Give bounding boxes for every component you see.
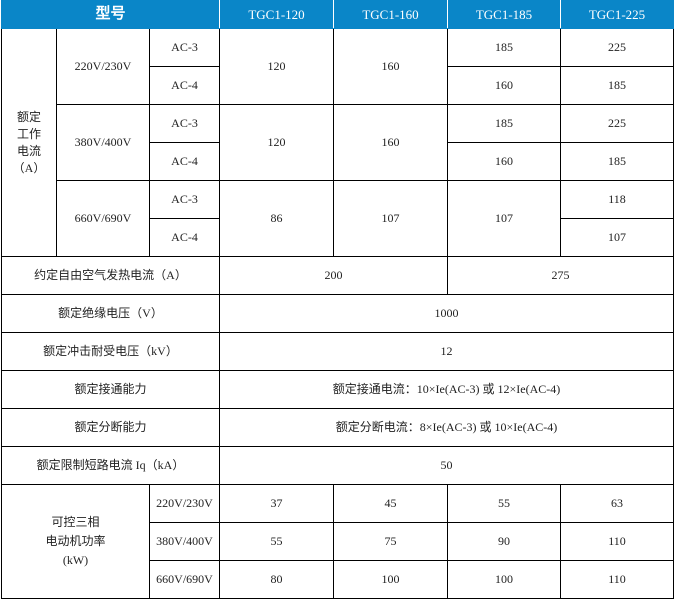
table-row: 380V/400V AC-3 120 160 185 225 xyxy=(2,104,674,181)
row-label: 额定分断能力 xyxy=(1,408,220,447)
value-cell: 55 xyxy=(447,484,561,523)
value-cell: 185 xyxy=(560,66,674,105)
value-cell: 225 xyxy=(560,28,674,67)
value-cell: 120 xyxy=(219,28,334,105)
voltage-cell: 660V/690V xyxy=(56,180,150,257)
voltage-cell: 380V/400V xyxy=(56,104,150,181)
value-cell: 110 xyxy=(560,522,674,561)
value-cell: 275 xyxy=(447,256,674,295)
motor-power-label: 可控三相 电动机功率 (kW) xyxy=(1,484,150,599)
header-row: 型号 TGC1-120 TGC1-160 TGC1-185 TGC1-225 xyxy=(1,0,674,29)
value-cell: 160 xyxy=(447,142,561,181)
value-cell: 额定分断电流：8×Ie(AC-3) 或 10×Ie(AC-4) xyxy=(219,408,674,447)
voltage-cell: 220V/230V xyxy=(149,484,220,523)
value-cell: 45 xyxy=(333,484,448,523)
category-cell: AC-4 xyxy=(149,66,220,105)
row-label: 额定绝缘电压（V） xyxy=(1,294,220,333)
value-cell: 120 xyxy=(219,104,334,181)
value-cell: 80 xyxy=(219,560,334,599)
table-row: 额定接通能力 额定接通电流：10×Ie(AC-3) 或 12×Ie(AC-4) xyxy=(1,370,674,409)
value-cell: 75 xyxy=(333,522,448,561)
value-cell: 37 xyxy=(219,484,334,523)
value-cell: 63 xyxy=(560,484,674,523)
value-cell: 50 xyxy=(219,446,674,485)
value-cell: 200 xyxy=(219,256,448,295)
model-header: TGC1-185 xyxy=(447,0,561,29)
value-cell: 160 xyxy=(333,28,448,105)
value-cell: 185 xyxy=(447,28,561,67)
table-row: AC-4 160 185 xyxy=(2,142,674,181)
value-cell: 107 xyxy=(333,180,448,257)
voltage-cell: 660V/690V xyxy=(149,560,220,599)
value-cell: 118 xyxy=(560,180,674,219)
model-header: TGC1-120 xyxy=(219,0,334,29)
value-cell: 107 xyxy=(560,218,674,257)
row-label: 额定冲击耐受电压（kV） xyxy=(1,332,220,371)
category-cell: AC-3 xyxy=(149,104,220,143)
value-cell: 额定接通电流：10×Ie(AC-3) 或 12×Ie(AC-4) xyxy=(219,370,674,409)
value-cell: 86 xyxy=(219,180,334,257)
table-row: 可控三相 电动机功率 (kW) 220V/230V 37 45 55 63 xyxy=(1,484,674,599)
value-cell: 90 xyxy=(447,522,561,561)
value-cell: 55 xyxy=(219,522,334,561)
table-row: AC-4 107 xyxy=(2,218,674,257)
value-cell: 110 xyxy=(560,560,674,599)
row-label: 额定接通能力 xyxy=(1,370,220,409)
category-cell: AC-4 xyxy=(149,218,220,257)
table-row: 额定分断能力 额定分断电流：8×Ie(AC-3) 或 10×Ie(AC-4) xyxy=(1,408,674,447)
value-cell: 100 xyxy=(333,560,448,599)
model-header: TGC1-160 xyxy=(333,0,448,29)
table-row: 额定绝缘电压（V） 1000 xyxy=(1,294,674,333)
voltage-cell: 380V/400V xyxy=(149,522,220,561)
value-cell: 107 xyxy=(447,180,561,257)
value-cell: 225 xyxy=(560,104,674,143)
category-cell: AC-3 xyxy=(149,180,220,219)
rated-current-label: 额定 工作 电流 （A） xyxy=(1,28,57,257)
row-label: 约定自由空气发热电流（A） xyxy=(1,256,220,295)
row-label: 额定限制短路电流 Iq（kA） xyxy=(1,446,220,485)
value-cell: 100 xyxy=(447,560,561,599)
model-label: 型号 xyxy=(1,0,220,29)
value-cell: 160 xyxy=(333,104,448,181)
voltage-cell: 220V/230V xyxy=(56,28,150,105)
value-cell: 185 xyxy=(447,104,561,143)
table-row: AC-4 160 185 xyxy=(2,66,674,105)
table-row: 380V/400V 55 75 90 110 xyxy=(2,522,674,561)
spec-table: 型号 TGC1-120 TGC1-160 TGC1-185 TGC1-225 额… xyxy=(1,0,674,599)
table-row: 660V/690V AC-3 86 107 107 118 xyxy=(2,180,674,257)
value-cell: 160 xyxy=(447,66,561,105)
value-cell: 1000 xyxy=(219,294,674,333)
model-header: TGC1-225 xyxy=(560,0,674,29)
table-row: 额定限制短路电流 Iq（kA） 50 xyxy=(1,446,674,485)
table-row: 额定 工作 电流 （A） 220V/230V AC-3 120 160 185 … xyxy=(1,28,674,257)
value-cell: 185 xyxy=(560,142,674,181)
table-row: 660V/690V 80 100 100 110 xyxy=(2,560,674,599)
value-cell: 12 xyxy=(219,332,674,371)
category-cell: AC-4 xyxy=(149,142,220,181)
category-cell: AC-3 xyxy=(149,28,220,67)
table-row: 额定冲击耐受电压（kV） 12 xyxy=(1,332,674,371)
table-row: 约定自由空气发热电流（A） 200 275 xyxy=(1,256,674,295)
